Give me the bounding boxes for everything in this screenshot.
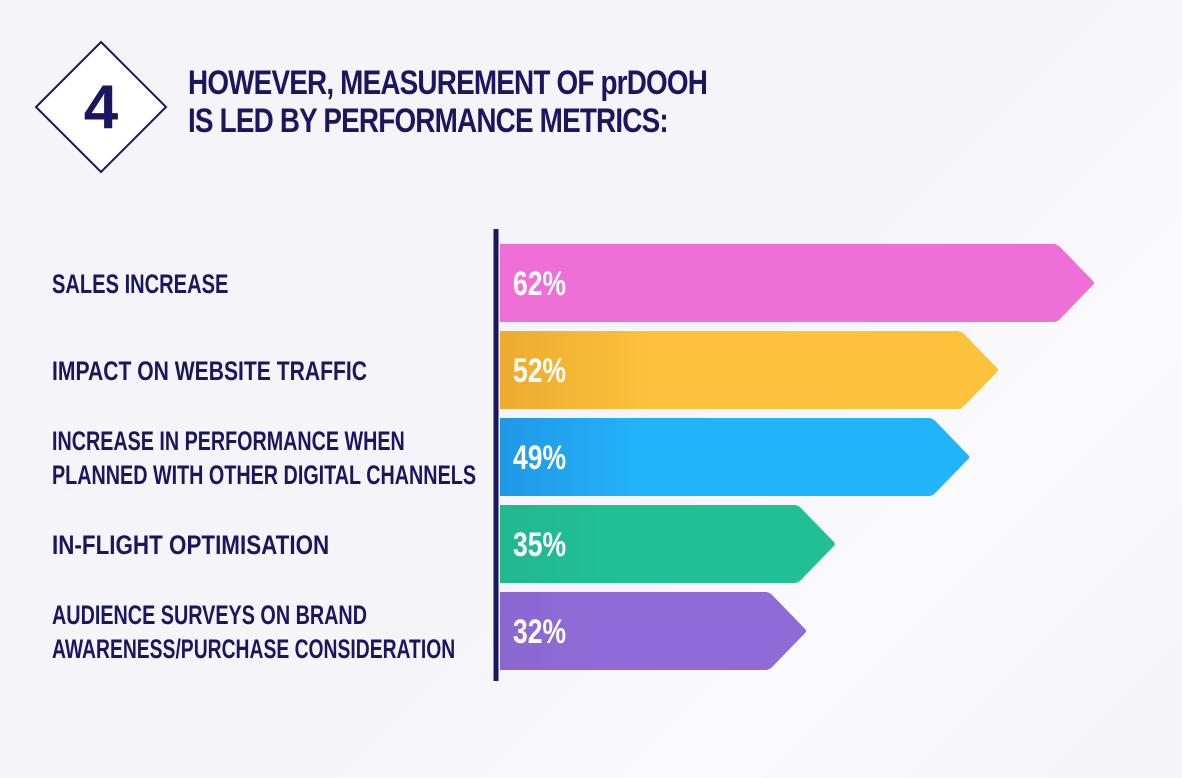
bar-value-label-2: 52% [513,352,566,390]
category-label-5-line-1: AUDIENCE SURVEYS ON BRAND [52,600,367,630]
section-number: 4 [83,72,119,142]
bar-1 [500,244,1094,322]
category-label-2-line-1: IMPACT ON WEBSITE TRAFFIC [52,356,367,386]
category-label-1-line-1: SALES INCREASE [52,269,228,299]
diamond-outline-icon [34,40,168,174]
bar-2 [500,331,999,409]
bar-value-label-4: 35% [513,526,566,564]
bar-5 [500,592,807,670]
bar-value-label-3: 49% [513,439,566,477]
category-label-3-line-1: INCREASE IN PERFORMANCE WHEN [52,426,405,456]
category-label-4-line-1: IN-FLIGHT OPTIMISATION [52,530,329,560]
bar-3 [500,418,970,496]
page-title: HOWEVER, MEASUREMENT OF prDOOH IS LED BY… [188,64,708,140]
bar-value-label-5: 32% [513,613,566,651]
section-number-badge: 4 [34,40,168,174]
bar-value-label-1: 62% [513,265,566,303]
page-title-line-2: IS LED BY PERFORMANCE METRICS: [188,102,669,140]
category-label-5-line-2: AWARENESS/PURCHASE CONSIDERATION [52,634,455,664]
category-label-3-line-2: PLANNED WITH OTHER DIGITAL CHANNELS [52,460,476,490]
bar-4 [500,505,835,583]
page-title-line-1: HOWEVER, MEASUREMENT OF prDOOH [188,64,708,102]
